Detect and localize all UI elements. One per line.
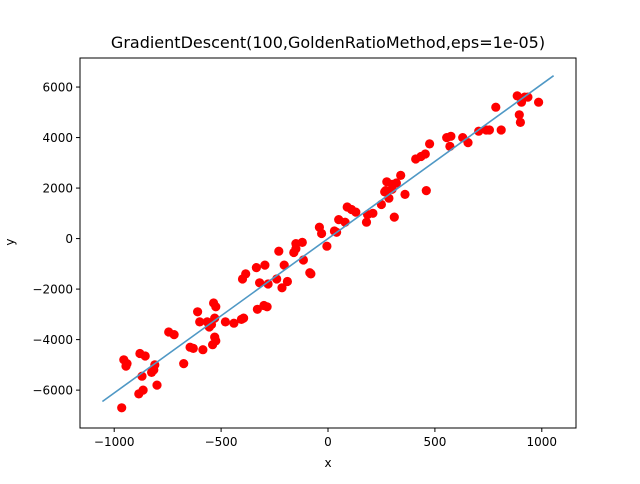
data-point (523, 92, 533, 102)
data-point (198, 345, 208, 355)
data-point (389, 212, 399, 222)
data-point (400, 189, 410, 199)
data-point (188, 343, 198, 353)
data-point (421, 186, 431, 196)
data-point (274, 246, 284, 256)
data-point (420, 149, 430, 159)
data-point (263, 279, 273, 289)
data-point (241, 269, 251, 279)
x-axis-label: x (324, 456, 331, 470)
data-point (140, 351, 150, 361)
y-tick-label: −4000 (32, 333, 73, 347)
data-point (138, 385, 148, 395)
data-point (534, 97, 544, 107)
data-point (220, 317, 230, 327)
x-tick-label: 500 (423, 435, 446, 449)
data-point (211, 302, 221, 312)
data-point (179, 359, 189, 369)
data-point (297, 237, 307, 247)
data-point (277, 283, 287, 293)
data-point (484, 125, 494, 135)
y-tick-label: 4000 (42, 131, 73, 145)
data-point (152, 380, 162, 390)
data-point (391, 178, 401, 188)
y-tick-label: −2000 (32, 283, 73, 297)
data-point (496, 125, 506, 135)
data-point (255, 278, 265, 288)
fit-line (101, 75, 555, 403)
data-point (210, 313, 220, 323)
data-point (368, 208, 378, 218)
x-tick-label: 0 (324, 435, 332, 449)
y-axis-label: y (3, 238, 17, 245)
chart-title: GradientDescent(100,GoldenRatioMethod,ep… (111, 33, 545, 52)
data-point (260, 260, 270, 270)
y-tick-label: 2000 (42, 182, 73, 196)
data-point (317, 228, 327, 239)
data-point (193, 307, 203, 317)
x-tick-label: 1000 (527, 435, 558, 449)
data-point (446, 131, 456, 141)
plot-area (101, 75, 555, 413)
data-point (514, 110, 524, 120)
data-point (491, 102, 501, 112)
data-point (122, 359, 132, 369)
data-point (306, 269, 316, 279)
y-tick-label: −6000 (32, 384, 73, 398)
data-point (195, 317, 205, 327)
data-point (322, 241, 332, 251)
data-point (515, 117, 526, 127)
data-point (463, 138, 473, 148)
data-point (262, 302, 272, 312)
data-point (169, 330, 179, 340)
axis-ticks: −1000 −500 0 500 1000 −6000 −4000 −2000 0 2000 400… (32, 81, 557, 449)
data-point (425, 139, 435, 149)
x-tick-label: −1000 (94, 435, 135, 449)
x-tick-label: −500 (205, 435, 238, 449)
data-point (396, 170, 406, 180)
data-point (251, 263, 261, 273)
data-point (376, 199, 386, 210)
data-point (351, 207, 361, 217)
data-point (117, 403, 127, 413)
data-point (279, 260, 289, 270)
data-point (229, 318, 239, 328)
axes-frame (79, 57, 577, 429)
y-tick-label: 6000 (42, 81, 73, 95)
data-point (239, 313, 249, 323)
data-point (211, 336, 221, 346)
data-point (282, 276, 292, 287)
data-point (361, 217, 372, 227)
y-tick-label: 0 (65, 232, 73, 246)
